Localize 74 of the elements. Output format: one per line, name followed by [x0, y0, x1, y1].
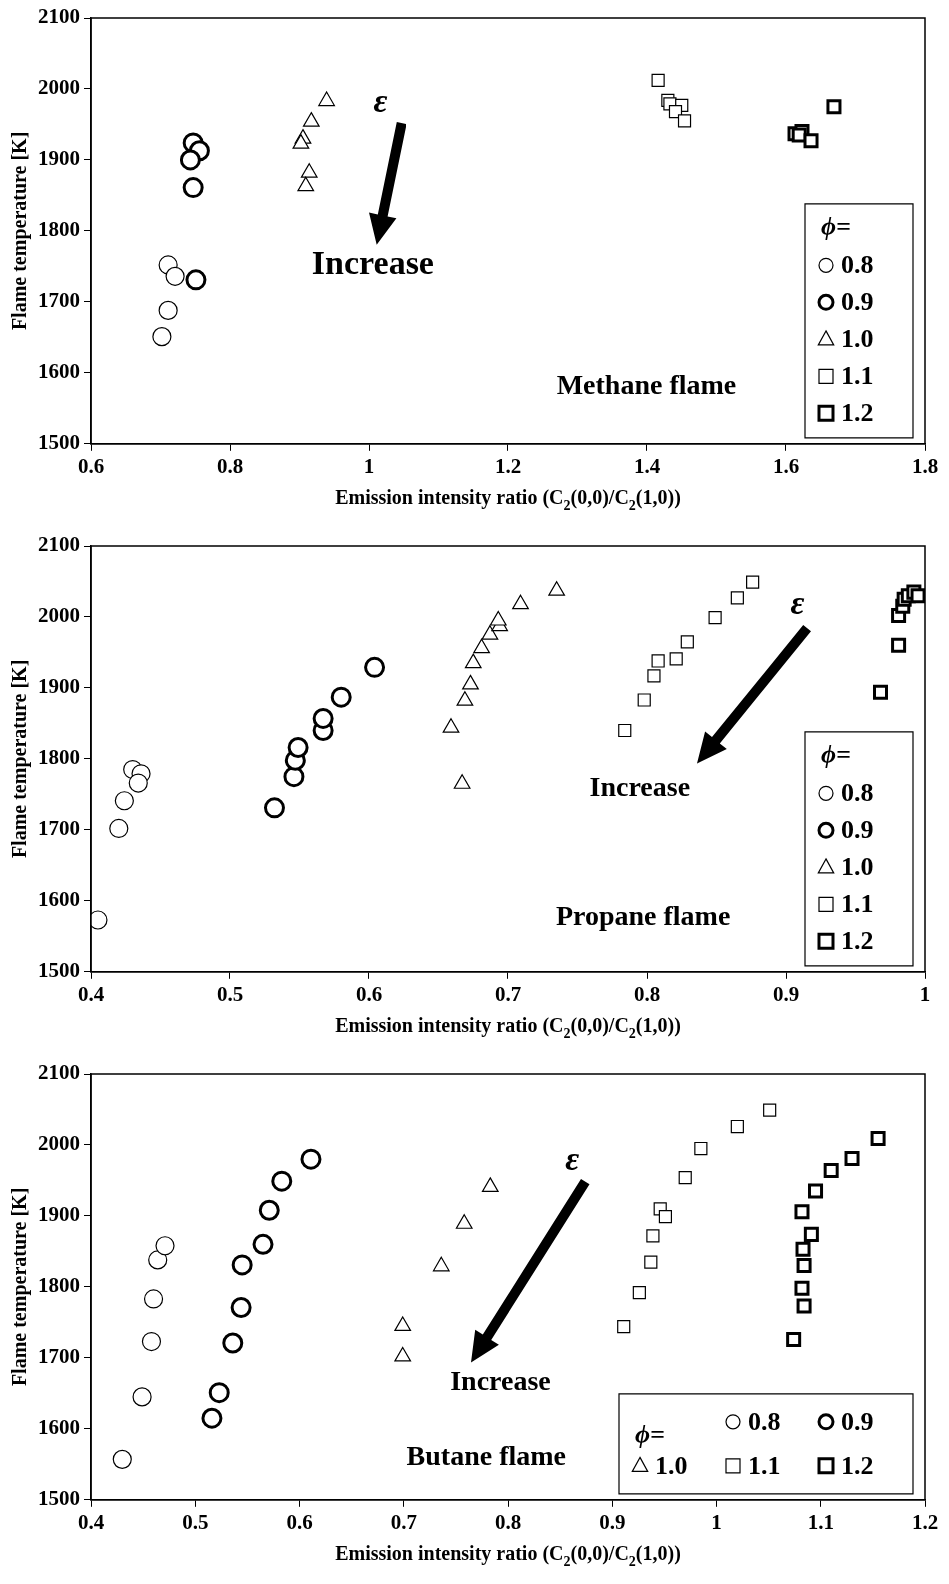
y-tick-label: 2100	[38, 532, 80, 557]
legend-label: 1.1	[841, 889, 874, 919]
annotation: Methane flame	[556, 369, 737, 401]
x-tick-label: 0.6	[286, 1509, 313, 1534]
legend-label: 0.8	[841, 250, 874, 280]
legend-label: 0.8	[841, 778, 874, 808]
legend-label: 1.0	[841, 324, 874, 354]
legend-label: 0.8	[748, 1406, 781, 1436]
x-tick-label: 1.2	[911, 1509, 939, 1534]
y-axis-title: Flame temperature [K]	[8, 659, 31, 859]
annotation: Butane flame	[406, 1439, 567, 1471]
y-tick-label: 2100	[38, 4, 80, 29]
y-tick-label: 1600	[38, 1415, 80, 1440]
x-tick-label: 0.8	[633, 981, 661, 1006]
legend-label: 1.2	[841, 1450, 874, 1480]
annotation: Increase	[450, 1364, 551, 1396]
x-tick-label: 1.6	[772, 453, 800, 478]
x-tick-label: 1.2	[494, 453, 522, 478]
y-tick-label: 1900	[38, 1202, 80, 1227]
y-tick-label: 1600	[38, 887, 80, 912]
y-tick-label: 1500	[38, 1486, 80, 1511]
x-tick-label: 0.5	[182, 1509, 209, 1534]
legend-label: 1.2	[841, 926, 874, 956]
x-tick-label: 0.8	[216, 453, 244, 478]
x-tick-label: 1	[363, 453, 375, 478]
annotation: ε	[373, 81, 388, 119]
legend-label: 1.0	[841, 852, 874, 882]
annotation: ε	[565, 1140, 580, 1178]
legend-label: 0.9	[841, 287, 874, 317]
legend-label: 1.1	[841, 361, 874, 391]
x-tick-label: 0.5	[216, 981, 244, 1006]
x-tick-label: 0.6	[77, 453, 105, 478]
y-tick-label: 1500	[38, 430, 80, 455]
y-tick-label: 2000	[38, 75, 80, 100]
x-tick-label: 0.8	[494, 1509, 522, 1534]
x-tick-label: 0.9	[599, 1509, 626, 1534]
x-tick-label: 0.7	[390, 1509, 417, 1534]
legend-title: ϕ=	[635, 1420, 665, 1450]
legend-title: ϕ=	[821, 740, 851, 770]
y-axis-title: Flame temperature [K]	[8, 1187, 31, 1387]
legend-title: ϕ=	[821, 212, 851, 242]
annotation: ε	[790, 584, 805, 622]
y-tick-label: 1800	[38, 217, 80, 242]
y-tick-label: 1900	[38, 674, 80, 699]
y-tick-label: 2000	[38, 603, 80, 628]
x-tick-label: 0.9	[772, 981, 800, 1006]
annotation: Increase	[311, 243, 434, 281]
y-axis-title: Flame temperature [K]	[8, 131, 31, 331]
legend-label: 1.0	[655, 1450, 688, 1480]
legend-label: 0.9	[841, 1406, 874, 1436]
x-tick-label: 1.4	[633, 453, 661, 478]
y-tick-label: 2000	[38, 1131, 80, 1156]
y-tick-label: 1900	[38, 146, 80, 171]
y-tick-label: 2100	[38, 1060, 80, 1085]
y-tick-label: 1700	[38, 816, 80, 841]
legend-label: 1.2	[841, 398, 874, 428]
y-tick-label: 1700	[38, 1344, 80, 1369]
x-tick-label: 1	[711, 1509, 722, 1534]
x-tick-label: 0.6	[355, 981, 383, 1006]
x-tick-label: 1.8	[911, 453, 939, 478]
y-tick-label: 1700	[38, 288, 80, 313]
y-tick-label: 1500	[38, 958, 80, 983]
annotation: Propane flame	[555, 899, 731, 931]
legend-label: 0.9	[841, 815, 874, 845]
x-tick-label: 0.7	[494, 981, 522, 1006]
x-tick-label: 1.1	[807, 1509, 834, 1534]
y-tick-label: 1600	[38, 359, 80, 384]
annotation: Increase	[589, 770, 691, 802]
x-tick-label: 1	[919, 981, 931, 1006]
y-tick-label: 1800	[38, 1273, 80, 1298]
x-tick-label: 0.4	[77, 1509, 105, 1534]
legend-label: 1.1	[748, 1450, 781, 1480]
x-tick-label: 0.4	[77, 981, 105, 1006]
y-tick-label: 1800	[38, 745, 80, 770]
